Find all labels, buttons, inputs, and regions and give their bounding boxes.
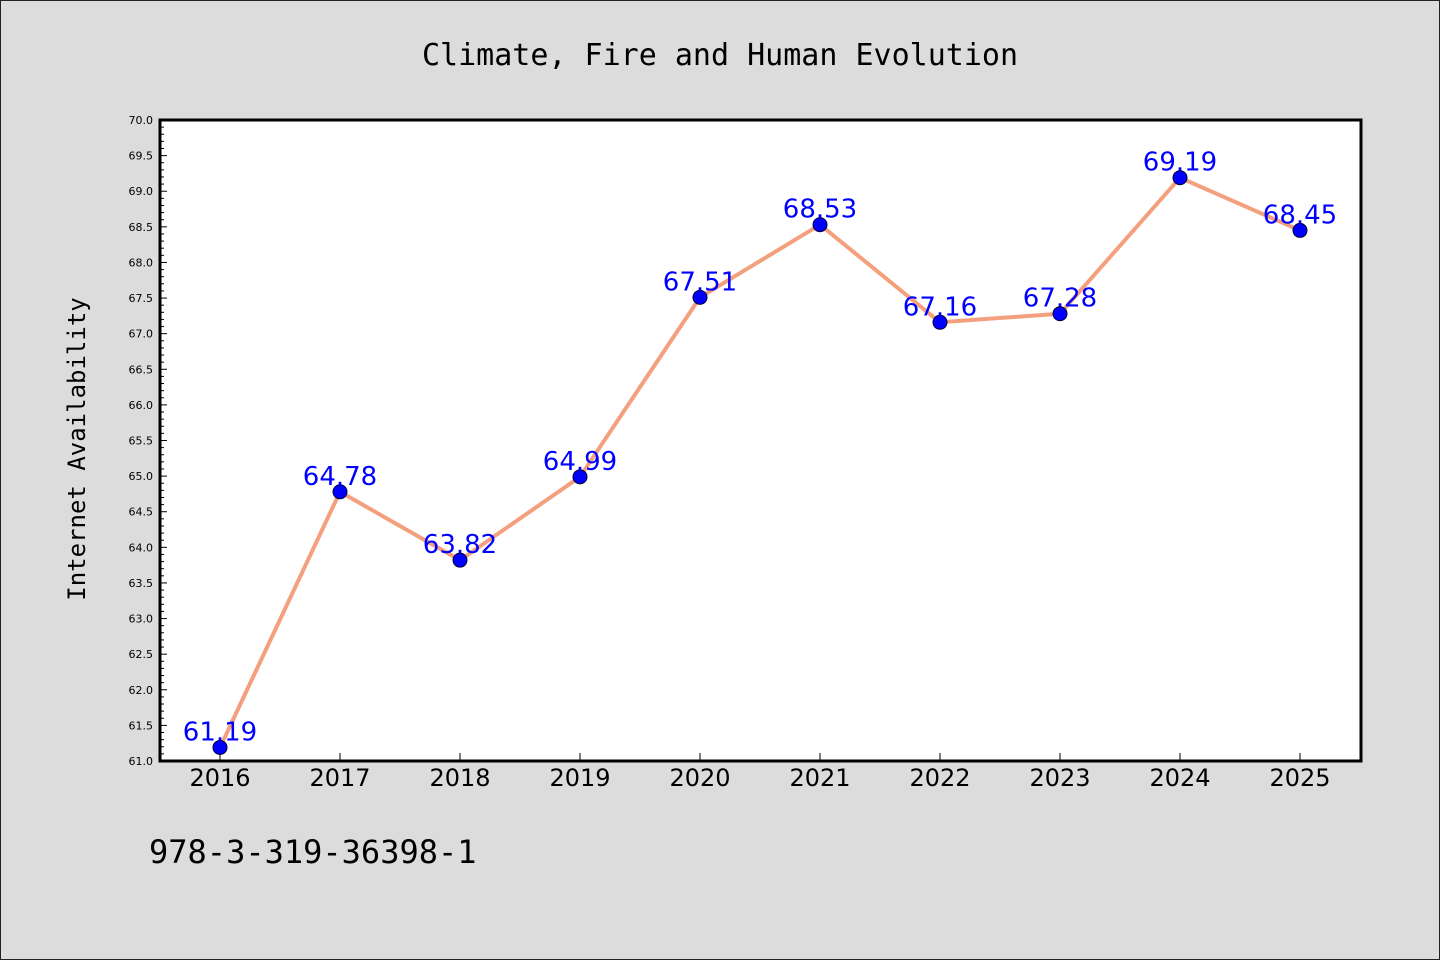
x-axis-ticks: 2016 2017 2018 2019 2020 2021 2022 2023 2024 2025 (189, 753, 1331, 792)
data-point (1052, 306, 1068, 322)
y-tick-label: 69.5 (129, 150, 154, 163)
data-point (212, 739, 228, 755)
plot-area (160, 120, 1361, 761)
data-point (452, 552, 468, 568)
series-line-group (218, 175, 1302, 750)
data-label: 68.45 (1263, 200, 1337, 230)
data-label: 69.19 (1143, 148, 1217, 178)
data-labels: 61.19 64.78 63.82 64.99 67.51 68.53 67.16 67.28… (183, 148, 1337, 748)
y-tick-label: 63.0 (129, 613, 154, 626)
footer-code: 978-3-319-36398-1 (149, 833, 477, 871)
y-tick-label: 66.5 (129, 363, 154, 376)
data-point (932, 314, 948, 330)
data-label: 67.16 (903, 292, 977, 322)
y-tick-label: 61.5 (129, 719, 154, 732)
data-label: 64.78 (303, 462, 377, 492)
y-tick-label: 69.0 (129, 185, 154, 198)
y-axis-label: Internet Availability (63, 297, 91, 600)
data-label: 63.82 (423, 530, 497, 560)
y-tick-label: 70.0 (129, 114, 154, 127)
data-label: 67.51 (663, 267, 737, 297)
chart-title: Climate, Fire and Human Evolution (422, 38, 1018, 73)
y-tick-label: 67.0 (129, 328, 154, 341)
y-tick-label: 64.5 (129, 506, 154, 519)
y-tick-label: 62.5 (129, 648, 154, 661)
data-label: 67.28 (1023, 284, 1097, 314)
y-tick-label: 68.0 (129, 256, 154, 269)
data-point (572, 469, 588, 485)
data-point (1172, 170, 1188, 186)
x-tick-label: 2020 (669, 764, 730, 792)
x-tick-label: 2021 (789, 764, 850, 792)
data-point (812, 217, 828, 233)
plot-frame (158, 118, 1363, 763)
data-markers (212, 170, 1308, 755)
x-tick-label: 2019 (549, 764, 610, 792)
y-tick-label: 66.0 (129, 399, 154, 412)
y-tick-label: 68.5 (129, 221, 154, 234)
data-point (1292, 222, 1308, 238)
y-tick-label: 63.5 (129, 577, 154, 590)
data-label: 61.19 (183, 717, 257, 747)
x-tick-label: 2023 (1029, 764, 1090, 792)
y-tick-label: 62.0 (129, 684, 154, 697)
data-point (332, 484, 348, 500)
x-tick-label: 2017 (309, 764, 370, 792)
x-tick-label: 2024 (1149, 764, 1210, 792)
y-axis-ticks: 61.0 61.5 62.0 62.5 63.0 63.5 64.0 64.5 65.0 65.5… (129, 114, 167, 768)
y-tick-label: 67.5 (129, 292, 154, 305)
data-point (692, 289, 708, 305)
y-tick-label: 61.0 (129, 755, 154, 768)
y-tick-label: 65.0 (129, 470, 154, 483)
x-tick-label: 2022 (909, 764, 970, 792)
x-tick-label: 2018 (429, 764, 490, 792)
data-label: 68.53 (783, 195, 857, 225)
series-line (218, 175, 1302, 750)
y-tick-label: 64.0 (129, 541, 154, 554)
y-tick-label: 65.5 (129, 435, 154, 448)
data-label: 64.99 (543, 447, 617, 477)
x-tick-label: 2025 (1269, 764, 1330, 792)
x-tick-label: 2016 (189, 764, 250, 792)
